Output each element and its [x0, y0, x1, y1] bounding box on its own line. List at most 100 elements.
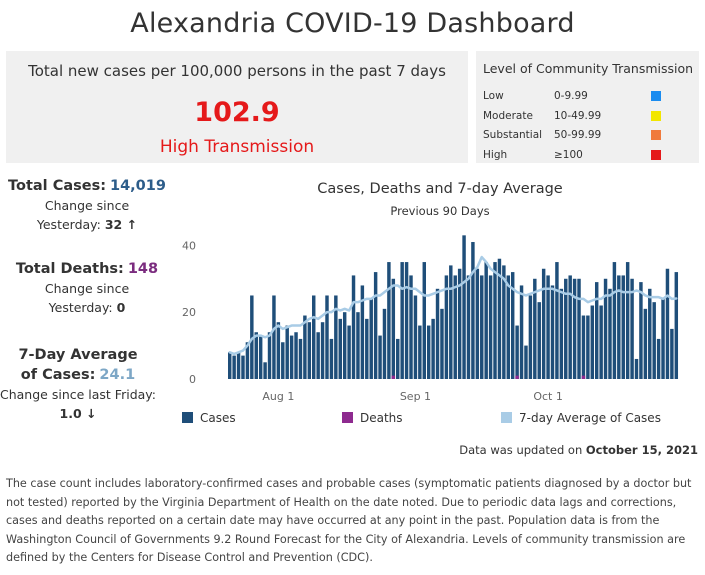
case-bar: [387, 262, 391, 379]
case-bar: [665, 268, 670, 379]
case-bar: [325, 295, 329, 379]
case-bar: [312, 295, 316, 379]
case-bar: [298, 338, 303, 379]
case-bar: [294, 332, 298, 379]
case-bar: [510, 272, 515, 379]
footnote: The case count includes laboratory-confi…: [6, 477, 692, 564]
case-bar: [329, 338, 334, 379]
case-bar: [289, 335, 294, 379]
y-tick-label: 20: [182, 306, 196, 319]
average-value: 24.1: [99, 367, 136, 383]
case-bar: [378, 335, 382, 379]
case-bar: [559, 288, 564, 379]
level-row-low: Low 0-9.99: [483, 90, 693, 104]
level-name: High: [483, 149, 508, 161]
level-swatch: [651, 150, 661, 160]
case-bar: [471, 242, 475, 379]
legend-label-deaths: Deaths: [360, 411, 403, 425]
x-tick-label: Aug 1: [262, 390, 294, 403]
case-bar: [453, 275, 457, 379]
case-bar: [369, 298, 373, 379]
case-bar: [338, 318, 342, 379]
case-bar: [594, 282, 599, 379]
deaths-change-value: 0: [116, 300, 126, 315]
case-bar: [541, 268, 546, 379]
case-bar: [608, 288, 612, 379]
case-bar: [643, 308, 648, 379]
level-swatch: [651, 91, 661, 101]
case-bar: [250, 295, 254, 379]
chart-title: Cases, Deaths and 7-day Average: [317, 181, 563, 197]
case-bar: [263, 362, 267, 379]
case-bar: [519, 285, 524, 379]
case-bar: [320, 322, 325, 379]
case-bar: [484, 262, 488, 379]
case-bar: [497, 258, 502, 379]
case-bar: [413, 295, 418, 379]
legend-average[interactable]: 7-day Average of Cases: [501, 411, 661, 425]
case-bar: [400, 262, 404, 379]
case-bar: [281, 342, 285, 379]
case-bar: [466, 275, 471, 379]
chart-subtitle: Previous 90 Days: [390, 204, 490, 218]
case-bar: [236, 352, 241, 379]
level-swatch: [651, 130, 661, 140]
case-bar: [365, 318, 369, 379]
cases-change-value: 32 ↑: [104, 217, 138, 232]
level-range: 10-49.99: [554, 110, 602, 122]
case-bar: [422, 262, 426, 379]
incidence-panel: Total new cases per 100,000 persons in t…: [6, 51, 468, 163]
average-label-line2: of Cases:: [20, 367, 96, 383]
case-bar: [488, 275, 493, 379]
total-cases-label: Total Cases:: [8, 178, 107, 194]
case-bar: [351, 275, 356, 379]
cases-change-line1: Change since: [44, 198, 130, 213]
case-bar: [656, 338, 661, 379]
case-bar: [506, 275, 511, 379]
case-bar: [639, 282, 643, 379]
case-bar: [347, 325, 351, 379]
x-tick-label: Oct 1: [533, 390, 563, 403]
transmission-legend-title: Level of Community Transmission: [483, 61, 694, 76]
case-bar: [334, 295, 338, 379]
legend-swatch-cases: [182, 412, 193, 423]
case-bar: [409, 275, 413, 379]
data-updated-note: Data was updated on October 15, 2021: [459, 443, 698, 457]
average-change-line1: Change since last Friday:: [0, 387, 156, 402]
case-bar: [634, 358, 639, 379]
case-bar: [382, 308, 387, 379]
legend-label-cases: Cases: [200, 411, 236, 425]
legend-cases[interactable]: Cases: [182, 411, 236, 425]
case-bar: [245, 342, 250, 379]
level-range: 50-99.99: [554, 129, 602, 141]
case-bar: [418, 325, 422, 379]
case-bar: [267, 332, 272, 379]
case-bar: [254, 332, 258, 379]
total-deaths-label: Total Deaths:: [15, 261, 124, 277]
case-bar: [621, 275, 625, 379]
incidence-value: 102.9: [194, 97, 280, 128]
case-bar: [431, 318, 435, 379]
case-bar: [612, 262, 617, 379]
case-bar: [528, 295, 533, 379]
case-bar: [462, 235, 466, 379]
case-bar: [568, 275, 572, 379]
level-swatch: [651, 111, 661, 121]
case-bar: [356, 312, 360, 379]
case-bar: [652, 302, 656, 379]
level-range: 0-9.99: [554, 90, 588, 102]
level-range: ≥100: [554, 149, 583, 161]
case-bar: [550, 285, 555, 379]
legend-swatch-average: [501, 412, 512, 423]
case-bar: [603, 278, 608, 379]
level-row-high: High ≥100: [483, 149, 693, 163]
case-bar: [674, 272, 679, 379]
total-cases-value: 14,019: [110, 178, 166, 194]
legend-label-average: 7-day Average of Cases: [519, 411, 661, 425]
death-bar: [391, 375, 396, 379]
total-cases-stat: Total Cases: 14,019 Change since Yesterd…: [6, 176, 168, 234]
legend-deaths[interactable]: Deaths: [342, 411, 403, 425]
updated-date: October 15, 2021: [585, 443, 698, 457]
case-bar: [373, 272, 378, 379]
